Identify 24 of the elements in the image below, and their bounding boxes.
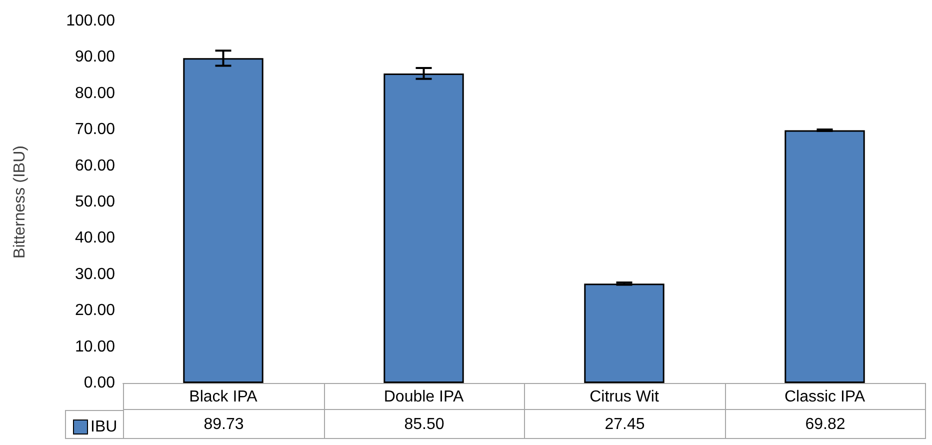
x-tick-label: Black IPA <box>189 388 258 406</box>
y-tick-label: 50.00 <box>74 194 116 210</box>
y-tick-label: 90.00 <box>74 48 116 66</box>
data-label: 69.82 <box>724 410 925 439</box>
bar <box>384 73 464 383</box>
data-label: 85.50 <box>324 410 524 439</box>
y-axis-title: Bitterness (IBU) <box>12 146 28 258</box>
y-tick-label: 80.00 <box>74 84 116 102</box>
y-tick-label: 20.00 <box>74 302 116 320</box>
y-tick-label: 70.00 <box>74 121 116 138</box>
data-label: 27.45 <box>524 410 724 439</box>
y-tick-label: 100.00 <box>66 12 116 30</box>
y-tick-label: 10.00 <box>74 338 116 356</box>
data-label: 89.73 <box>123 410 324 439</box>
y-tick-label: 60.00 <box>74 157 116 174</box>
x-tick-label: Classic IPA <box>784 388 866 406</box>
x-tick-label: Citrus Wit <box>590 388 660 406</box>
legend-label: IBU <box>90 418 118 436</box>
bar <box>584 284 664 383</box>
y-tick-label: 0.00 <box>84 374 116 392</box>
y-tick-label: 40.00 <box>74 230 116 247</box>
y-tick-label: 30.00 <box>74 266 116 283</box>
x-tick-label: Double IPA <box>384 388 464 406</box>
bar <box>784 130 865 383</box>
